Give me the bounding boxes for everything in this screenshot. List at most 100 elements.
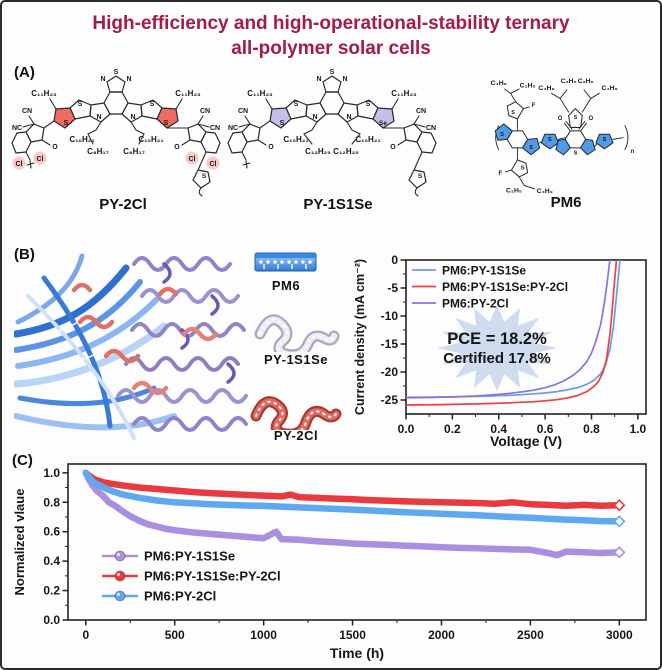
data-marker <box>562 502 569 509</box>
pce-certified-text: Certified 17.8% <box>443 350 551 367</box>
chain-label: C₁₂H₂₅ <box>305 147 331 156</box>
y-tick-label: -15 <box>381 337 399 351</box>
data-marker <box>260 492 267 499</box>
alkyl-label: C₂H₅ <box>578 78 594 85</box>
atom-n: N <box>130 114 135 121</box>
molecule-name-py1s1se: PY-1S1Se <box>303 196 373 213</box>
atom-s: S <box>500 132 504 138</box>
data-marker <box>273 528 280 535</box>
atom-s: S <box>294 101 299 108</box>
atom-o: O <box>52 144 58 151</box>
data-marker <box>438 499 445 506</box>
data-marker <box>438 544 445 551</box>
data-marker <box>331 505 338 512</box>
data-marker <box>296 494 303 501</box>
nitrile-label: CN <box>426 125 436 132</box>
data-marker <box>491 500 498 507</box>
pm6-ribbon-icon <box>254 252 317 272</box>
data-marker <box>207 501 214 508</box>
x-tick-label: 0.2 <box>444 422 461 436</box>
series-PM6:PY-2Cl <box>82 469 623 525</box>
alkyl-label: C₂H₅ <box>561 78 577 85</box>
atom-s: S <box>114 69 119 76</box>
data-marker <box>402 542 409 549</box>
atom-s: S <box>202 173 207 180</box>
data-marker <box>598 502 605 509</box>
y-tick-label: -5 <box>387 281 398 295</box>
atom-n: N <box>342 76 347 83</box>
data-marker <box>118 482 125 489</box>
data-marker <box>554 552 561 559</box>
data-marker <box>207 490 214 497</box>
data-marker <box>153 486 160 493</box>
halogen-halo <box>33 151 47 165</box>
y-tick-label: -10 <box>381 309 399 323</box>
x-tick-label: 0.6 <box>537 422 554 436</box>
panel-a-label: (A) <box>14 64 35 81</box>
data-marker <box>296 536 303 543</box>
data-marker <box>136 484 143 491</box>
halogen-halo <box>206 156 220 170</box>
data-marker <box>100 484 107 491</box>
data-marker <box>598 550 605 557</box>
stab-plot: 0 500 1000 1500 2000 2500 3000 0.0 0.2 0.4 0.6 0.8 1… <box>12 463 647 661</box>
atom-o: O <box>268 144 274 151</box>
x-tick-label: 0.4 <box>490 422 507 436</box>
pce-value-text: PCE = 18.2% <box>447 330 547 348</box>
atom-n: N <box>316 76 321 83</box>
atom-f: F <box>532 103 536 109</box>
title-line-1: High-efficiency and high-operational-sta… <box>92 13 570 34</box>
data-marker <box>189 488 196 495</box>
data-marker <box>296 504 303 511</box>
data-marker <box>580 517 587 524</box>
atom-n: N <box>312 114 317 121</box>
nitrile-label: CN <box>416 108 426 115</box>
legend-label: PM6:PY-1S1Se:PY-2Cl <box>442 280 568 294</box>
data-marker <box>136 494 143 501</box>
legend-label: PM6:PY-2Cl <box>144 589 216 604</box>
data-marker <box>225 491 232 498</box>
atom-n: N <box>126 76 131 83</box>
chain-label: C₁₀H₂₁ <box>69 135 95 144</box>
atom-s: S <box>330 69 335 76</box>
data-marker <box>145 521 152 528</box>
data-marker <box>260 502 267 509</box>
alkyl-label: C₄H₉ <box>538 85 554 92</box>
legend-marker <box>114 570 126 582</box>
atom-s: S <box>280 120 285 127</box>
x-tick-label: 500 <box>165 628 185 642</box>
data-marker <box>82 469 89 476</box>
atom-s: S <box>548 137 552 143</box>
chain-label: C₁₂H₂₅ <box>333 147 359 156</box>
legend-label: PM6:PY-2Cl <box>442 297 509 311</box>
title-line-2: all-polymer solar cells <box>231 38 431 59</box>
x-tick-label: 0.0 <box>398 422 415 436</box>
atom-s: S <box>511 110 515 116</box>
series-PM6:PY-2Cl <box>406 260 611 399</box>
panel-b-label: (B) <box>14 246 35 263</box>
data-marker <box>105 499 112 506</box>
pce-starburst <box>437 305 557 391</box>
atom-s: S <box>366 101 371 108</box>
data-marker <box>474 500 481 506</box>
y-tick-label: 0 <box>391 253 398 267</box>
icon-label-pm6: PM6 <box>271 278 301 293</box>
x-tick-label: 1.0 <box>630 422 647 436</box>
icon-label-py2cl: PY-2Cl <box>273 428 319 443</box>
halogen-label: Cl <box>16 161 23 168</box>
atom-f: F <box>499 171 503 177</box>
data-marker <box>171 499 178 506</box>
nitrile-label: NC <box>12 125 22 132</box>
y-tick-label: 0.6 <box>43 525 60 539</box>
data-marker <box>260 535 267 542</box>
y-axis-label: Current density (mA cm⁻²) <box>353 259 367 415</box>
alkyl-label: C₁₁H₂₃ <box>31 89 57 98</box>
legend-label: PM6:PY-1S1Se <box>144 549 235 564</box>
data-marker <box>474 512 481 519</box>
atom-s: S <box>603 137 607 143</box>
data-marker <box>527 501 534 508</box>
atom-n: N <box>346 114 351 121</box>
data-marker <box>278 493 285 500</box>
data-marker <box>313 538 320 545</box>
